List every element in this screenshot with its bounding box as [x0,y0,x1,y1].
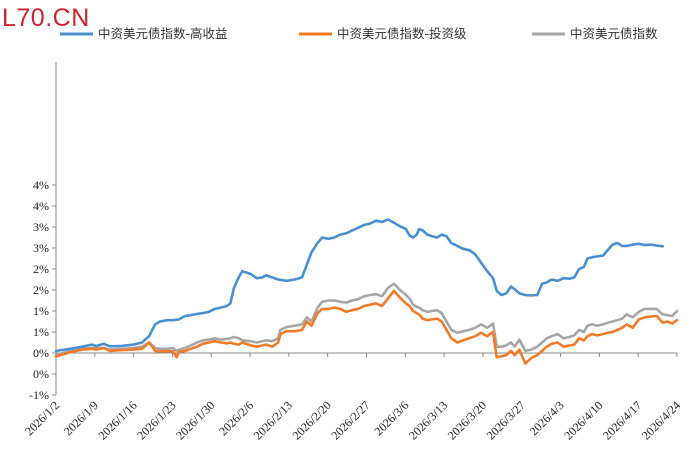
y-tick-label: 3% [33,241,49,255]
x-tick-label: 2026/2/20 [289,398,333,442]
x-tick-label: 2026/3/13 [406,398,450,442]
x-tick-label: 2026/4/24 [639,398,683,442]
y-tick-label: 2% [33,283,49,297]
y-tick-label: 1% [33,304,49,318]
y-tick-label: 1% [33,325,49,339]
x-tick-label: 2026/2/13 [251,398,295,442]
y-tick-label: 4% [33,178,49,192]
y-tick-label: 4% [33,199,49,213]
x-tick-label: 2026/1/23 [134,398,178,442]
x-tick-label: 2026/3/27 [484,398,528,442]
y-tick-label: -1% [29,388,49,402]
x-tick-label: 2026/4/10 [561,398,605,442]
series-line-investment-grade [54,289,679,365]
legend-label-investment-grade: 中资美元债指数-投资级 [337,26,467,41]
x-tick-label: 2026/1/16 [95,398,139,442]
x-axis: 2026/1/22026/1/92026/1/162026/1/232026/1… [22,352,683,443]
x-tick-label: 2026/3/20 [445,398,489,442]
plot-series [54,218,679,365]
y-tick-label: 0% [33,367,49,381]
y-tick-label: 2% [33,262,49,276]
series-line-high-yield [54,218,664,353]
y-axis: -1% 0% 0% 1% 1% 2% 2% 3% 3% 4% 4% [29,62,57,402]
series-line-composite [54,282,679,357]
y-tick-label: 0% [33,346,49,360]
x-tick-label: 2026/1/2 [22,398,62,438]
legend-label-composite: 中资美元债指数 [570,26,658,41]
x-tick-label: 2026/4/17 [600,398,644,442]
watermark-logo: L70.CN [2,4,90,32]
x-tick-label: 2026/1/30 [173,398,217,442]
legend: 中资美元债指数-高收益 中资美元债指数-投资级 中资美元债指数 [60,26,658,41]
x-tick-label: 2026/2/27 [328,398,372,442]
y-tick-label: 3% [33,220,49,234]
legend-label-high-yield: 中资美元债指数-高收益 [98,26,228,41]
